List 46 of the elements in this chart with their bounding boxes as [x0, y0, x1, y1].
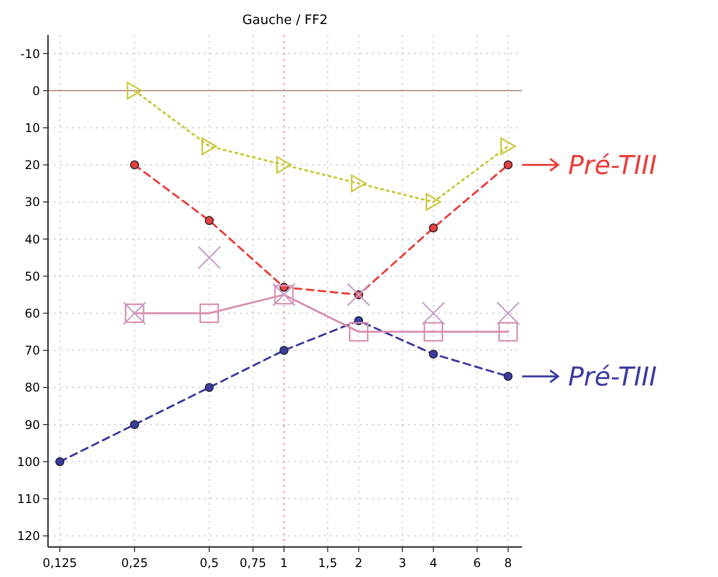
x-tick-label: 0,5 [200, 556, 219, 570]
x-tick-label: 1,5 [318, 556, 338, 570]
y-tick-label: 50 [24, 269, 40, 284]
point [346, 282, 370, 306]
point [202, 138, 218, 156]
x-tick-label: 6 [473, 556, 481, 570]
x-tick-label: 3 [398, 556, 406, 570]
y-tick-label: 100 [17, 454, 40, 469]
y-tick-label: 70 [24, 344, 40, 358]
y-tick-label: 10 [24, 120, 40, 135]
point [504, 160, 513, 170]
y-tick-label: 110 [17, 492, 40, 506]
annotation: Pré-TIII [568, 150, 657, 181]
y-tick-label: 60 [24, 306, 40, 320]
y-tick-label: 120 [17, 529, 40, 544]
point [500, 138, 516, 156]
point [348, 322, 368, 342]
x-tick-label: 2 [354, 556, 363, 570]
x-tick-label: 0,75 [240, 556, 266, 570]
y-tick-label: 0 [32, 84, 40, 98]
point [422, 302, 446, 326]
point [496, 302, 520, 326]
y-tick-label: 80 [24, 380, 40, 395]
point [428, 223, 438, 232]
point [198, 246, 222, 270]
point [276, 156, 292, 174]
point [204, 216, 214, 226]
point [424, 322, 444, 342]
chart-title: Gauche / FF2 [242, 13, 328, 28]
point [426, 193, 442, 211]
point [200, 304, 220, 324]
point [130, 160, 140, 170]
point [498, 322, 518, 342]
annotation: Pré-TIII [568, 362, 657, 392]
y-tick-label: 90 [24, 418, 40, 432]
y-tick-label: 40 [24, 232, 40, 246]
x-tick-label: 8 [504, 556, 512, 570]
y-tick-label: -10 [20, 46, 40, 61]
y-tick-label: 30 [24, 195, 40, 210]
point [126, 82, 142, 100]
x-tick-label: 4 [430, 556, 438, 570]
x-tick-label: 0,125 [42, 556, 78, 570]
x-tick-label: 0,25 [121, 556, 148, 570]
point [350, 174, 366, 192]
x-tick-label: 1 [280, 556, 288, 570]
y-tick-label: 20 [24, 158, 40, 172]
